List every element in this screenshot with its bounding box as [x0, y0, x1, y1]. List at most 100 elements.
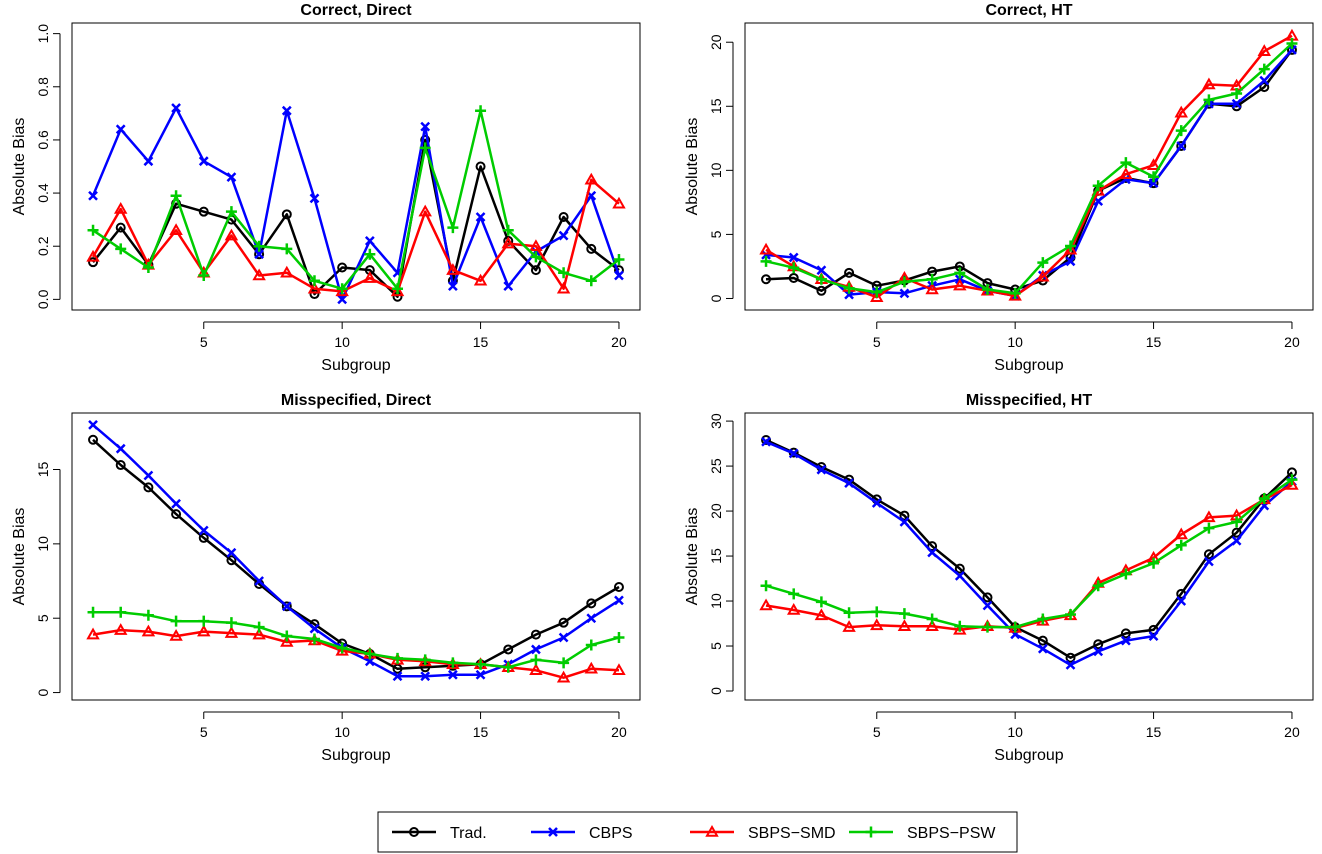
data-point — [1146, 158, 1161, 170]
data-point — [1008, 288, 1022, 301]
x-tick-label: 10 — [1007, 724, 1023, 740]
plot-frame — [71, 22, 641, 311]
series-line — [92, 438, 620, 671]
data-point — [88, 190, 98, 201]
data-point — [88, 420, 98, 430]
data-point — [171, 509, 182, 520]
data-point — [614, 595, 624, 606]
x-tick-label: 5 — [873, 724, 881, 740]
data-point — [392, 671, 403, 682]
data-point — [1037, 613, 1049, 625]
data-point — [475, 161, 486, 172]
data-point — [420, 121, 431, 132]
data-point — [556, 281, 571, 294]
series-sbps-psw — [87, 105, 625, 295]
y-axis: 0 5 10 15 20 25 30 Absolute Bias — [684, 413, 734, 695]
y-tick-label: 20 — [708, 34, 724, 50]
data-point — [1176, 141, 1187, 151]
data-point — [475, 212, 486, 222]
series-line — [765, 34, 1293, 299]
data-point — [1119, 167, 1133, 179]
plot-frame — [71, 412, 641, 701]
series-sbps-smd — [86, 172, 626, 297]
legend: Trad. CBPS SBPS−SMD SBPS−PSW — [377, 811, 1018, 853]
y-axis: 0 5 10 15 Absolute Bias — [11, 462, 61, 696]
data-point — [87, 224, 99, 236]
legend-marker — [865, 826, 877, 838]
data-point — [1257, 44, 1272, 56]
data-point — [1065, 660, 1076, 670]
data-point — [1175, 539, 1187, 551]
data-point — [1203, 549, 1214, 560]
y-tick-label: 30 — [708, 413, 724, 429]
data-point — [113, 623, 128, 635]
legend-marker — [705, 824, 719, 837]
data-point — [392, 663, 403, 674]
x-tick-label: 5 — [200, 334, 208, 350]
y-tick-label: 15 — [35, 462, 51, 478]
x-axis: 5 10 15 20 Subgroup — [200, 711, 627, 764]
data-point — [1037, 643, 1048, 654]
data-point — [613, 632, 625, 644]
data-point — [927, 541, 938, 552]
x-tick-label: 15 — [473, 724, 489, 740]
x-axis: 5 10 15 20 Subgroup — [873, 321, 1300, 374]
data-point — [420, 671, 431, 682]
data-point — [1092, 580, 1104, 592]
data-point — [982, 592, 993, 603]
data-point — [761, 436, 771, 447]
data-point — [141, 624, 156, 637]
data-point — [281, 243, 293, 255]
y-tick-label: 10 — [35, 536, 51, 552]
series-sbps-psw — [87, 606, 625, 673]
data-point — [1037, 635, 1048, 646]
y-axis-label: Absolute Bias — [11, 508, 28, 606]
data-point — [308, 275, 320, 287]
data-point — [1204, 556, 1214, 567]
data-point — [142, 261, 154, 273]
x-axis-label: Subgroup — [994, 357, 1063, 374]
data-point — [586, 613, 597, 624]
data-point — [1231, 527, 1242, 538]
data-point — [226, 555, 237, 566]
data-point — [530, 265, 541, 276]
data-point — [814, 608, 829, 621]
data-point — [529, 663, 543, 676]
data-point — [418, 204, 432, 217]
data-point — [1120, 568, 1132, 580]
data-point — [364, 248, 376, 260]
legend-item-sbps-smd: SBPS−SMD — [690, 824, 836, 842]
plot-frame — [744, 22, 1314, 311]
data-point — [1148, 178, 1159, 189]
data-point — [584, 661, 599, 674]
data-point — [1009, 621, 1021, 633]
y-tick-label: 1.0 — [35, 24, 51, 44]
data-point — [1174, 527, 1188, 540]
data-point — [335, 284, 349, 297]
x-tick-label: 20 — [611, 724, 627, 740]
data-point — [954, 620, 966, 632]
data-point — [981, 284, 993, 295]
data-point — [502, 661, 514, 673]
y-axis: 0.0 0.2 0.4 0.6 0.8 1.0 Absolute Bias — [11, 24, 61, 309]
series-trad- — [761, 434, 1297, 663]
data-point — [170, 615, 182, 627]
data-point — [586, 598, 597, 609]
data-point — [198, 525, 209, 536]
series-sbps-smd — [86, 623, 626, 683]
data-point — [614, 270, 624, 281]
data-point — [281, 601, 292, 612]
data-point — [309, 193, 320, 204]
x-axis-label: Subgroup — [994, 747, 1063, 764]
data-point — [1036, 269, 1050, 282]
data-point — [337, 262, 348, 273]
data-point — [447, 669, 458, 680]
data-point — [1148, 171, 1160, 183]
data-point — [1203, 94, 1215, 106]
y-tick-label: 0.0 — [35, 289, 51, 309]
data-point — [115, 124, 126, 135]
panel-title: Correct, Direct — [300, 2, 412, 19]
y-tick-label: 5 — [708, 642, 724, 650]
data-point — [171, 498, 181, 509]
data-point — [761, 274, 772, 285]
